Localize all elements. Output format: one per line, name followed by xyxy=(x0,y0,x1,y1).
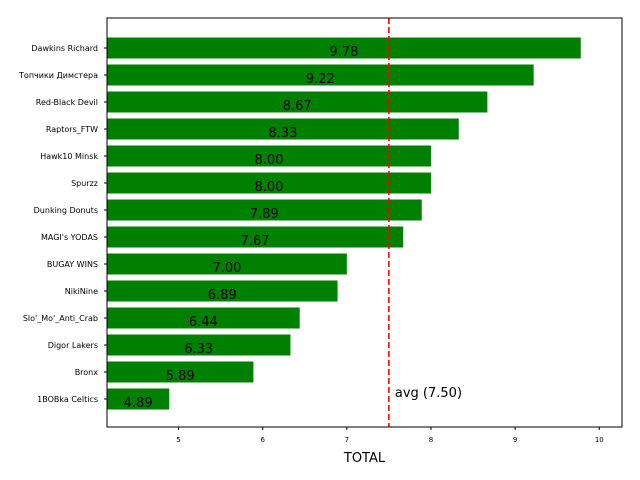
axes-frame xyxy=(106,17,623,428)
value-label: 5.89 xyxy=(166,369,195,384)
bar xyxy=(107,118,459,140)
bar xyxy=(107,145,431,167)
x-tick-label: 7 xyxy=(345,436,349,444)
y-tick-label: Dawkins Richard xyxy=(31,44,98,53)
bar xyxy=(107,253,347,275)
bar xyxy=(107,307,300,329)
x-tick-label: 8 xyxy=(429,436,433,444)
y-tick-label: Raptors_FTW xyxy=(46,125,98,134)
value-label: 4.89 xyxy=(124,396,153,411)
y-tick-label: Bronx xyxy=(75,368,99,377)
bar xyxy=(107,199,422,221)
x-axis-label: TOTAL xyxy=(343,451,386,466)
bar xyxy=(107,37,581,59)
bar xyxy=(107,334,291,356)
y-tick-label: MAGI's YODAS xyxy=(41,233,98,242)
bar xyxy=(107,91,488,113)
value-label: 7.89 xyxy=(250,207,279,222)
x-axis-ticks: 5 6 7 8 9 10 xyxy=(176,427,604,444)
x-tick-label: 10 xyxy=(595,436,604,444)
value-label: 9.22 xyxy=(306,72,335,87)
value-label: 6.89 xyxy=(208,288,237,303)
y-tick-label: Dunking Donuts xyxy=(34,206,98,215)
bars-layer xyxy=(107,37,581,410)
bar xyxy=(107,280,338,302)
bar xyxy=(107,361,254,383)
value-label: 6.33 xyxy=(184,342,213,357)
y-tick-label: 1BOBka Celtics xyxy=(37,395,98,404)
y-axis-ticks: Dawkins Richard Топчики Димстера Red-Black… xyxy=(18,44,107,404)
x-tick-label: 6 xyxy=(260,436,265,444)
y-tick-label: NikiNine xyxy=(65,287,98,296)
y-tick-label: BUGAY WINS xyxy=(47,260,98,269)
value-label: 8.00 xyxy=(255,153,284,168)
value-label: 8.67 xyxy=(283,99,312,114)
bar xyxy=(107,226,404,248)
bar xyxy=(107,172,431,194)
value-label: 8.00 xyxy=(255,180,284,195)
x-tick-label: 9 xyxy=(513,436,517,444)
y-tick-label: Топчики Димстера xyxy=(18,71,98,80)
y-tick-label: Digor Lakers xyxy=(48,341,98,350)
bar xyxy=(107,64,534,86)
y-tick-label: Red-Black Devil xyxy=(36,98,98,107)
bar xyxy=(107,388,170,410)
value-label: 9.78 xyxy=(329,45,358,60)
y-tick-label: Hawk10 Minsk xyxy=(40,152,98,161)
x-tick-label: 5 xyxy=(176,436,180,444)
average-label: avg (7.50) xyxy=(395,386,462,401)
y-tick-label: Slo'_Mo'_Anti_Crab xyxy=(23,314,98,323)
value-label: 7.67 xyxy=(241,234,270,249)
value-label: 6.44 xyxy=(189,315,218,330)
y-tick-label: Spurzz xyxy=(71,179,98,188)
value-label: 7.00 xyxy=(212,261,241,276)
value-label: 8.33 xyxy=(268,126,297,141)
value-labels-layer: 9.78 9.22 8.67 8.33 8.00 8.00 7.89 7.677.00 6.89… xyxy=(124,45,359,411)
